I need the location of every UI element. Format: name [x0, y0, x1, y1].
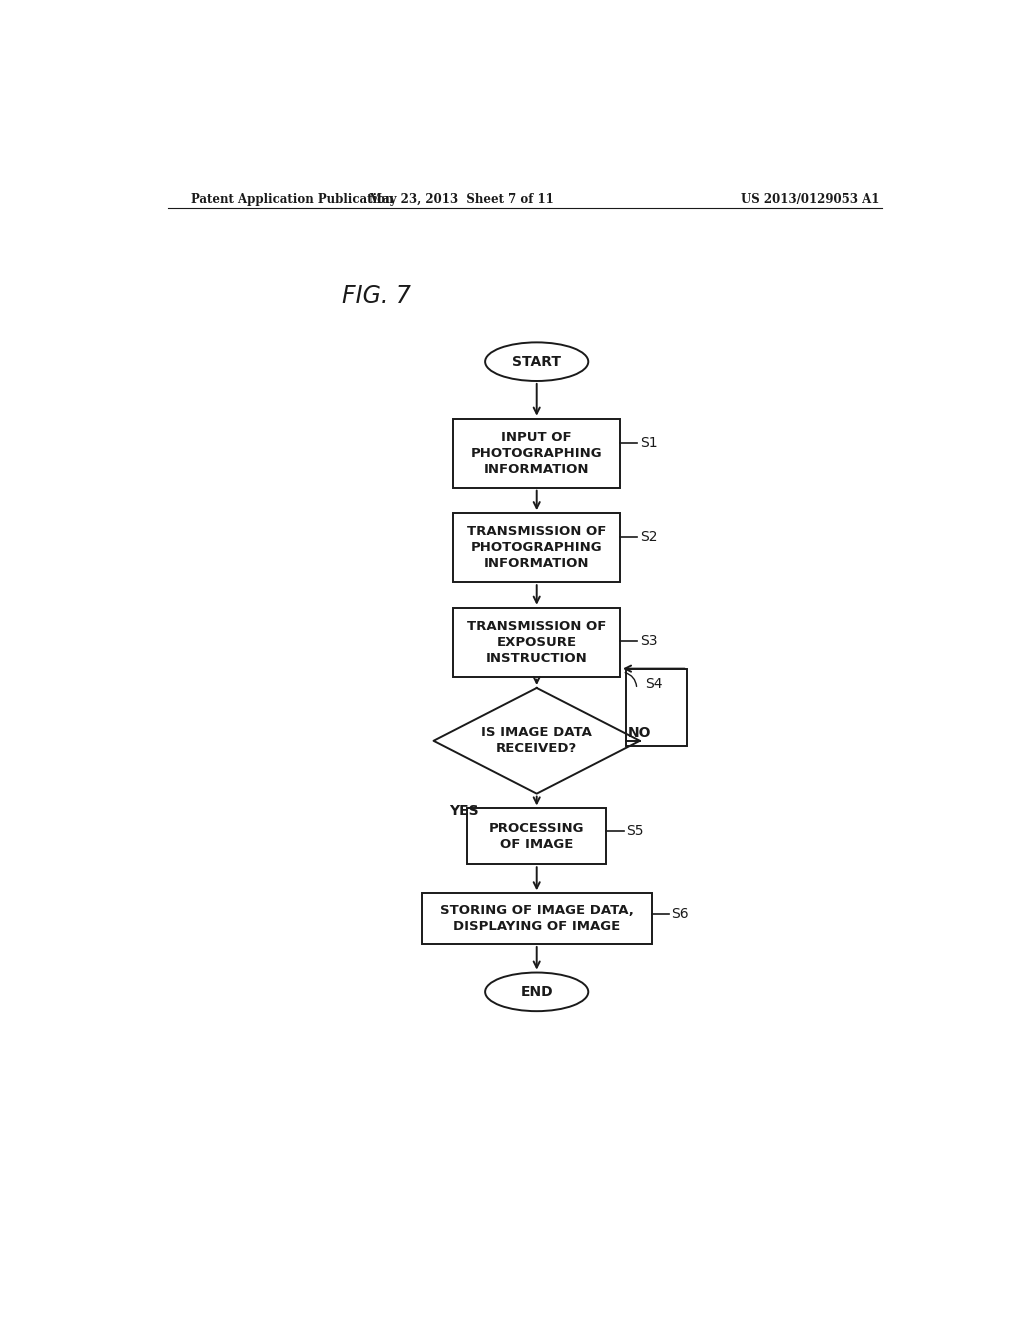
- Text: IS IMAGE DATA
RECEIVED?: IS IMAGE DATA RECEIVED?: [481, 726, 592, 755]
- Text: PROCESSING
OF IMAGE: PROCESSING OF IMAGE: [488, 822, 585, 851]
- Text: END: END: [520, 985, 553, 999]
- Text: S3: S3: [640, 634, 657, 648]
- Text: STORING OF IMAGE DATA,
DISPLAYING OF IMAGE: STORING OF IMAGE DATA, DISPLAYING OF IMA…: [439, 904, 634, 933]
- Text: FIG. 7: FIG. 7: [342, 284, 412, 308]
- Text: US 2013/0129053 A1: US 2013/0129053 A1: [741, 193, 880, 206]
- Text: YES: YES: [450, 804, 479, 818]
- Text: S5: S5: [626, 824, 643, 838]
- Text: S6: S6: [672, 907, 689, 920]
- Text: S4: S4: [645, 677, 663, 692]
- Text: NO: NO: [628, 726, 651, 741]
- Text: TRANSMISSION OF
PHOTOGRAPHING
INFORMATION: TRANSMISSION OF PHOTOGRAPHING INFORMATIO…: [467, 525, 606, 570]
- Text: S2: S2: [640, 531, 657, 544]
- Text: May 23, 2013  Sheet 7 of 11: May 23, 2013 Sheet 7 of 11: [369, 193, 554, 206]
- Text: START: START: [512, 355, 561, 368]
- Text: INPUT OF
PHOTOGRAPHING
INFORMATION: INPUT OF PHOTOGRAPHING INFORMATION: [471, 430, 602, 475]
- Text: Patent Application Publication: Patent Application Publication: [191, 193, 394, 206]
- Text: S1: S1: [640, 436, 657, 450]
- Text: TRANSMISSION OF
EXPOSURE
INSTRUCTION: TRANSMISSION OF EXPOSURE INSTRUCTION: [467, 619, 606, 665]
